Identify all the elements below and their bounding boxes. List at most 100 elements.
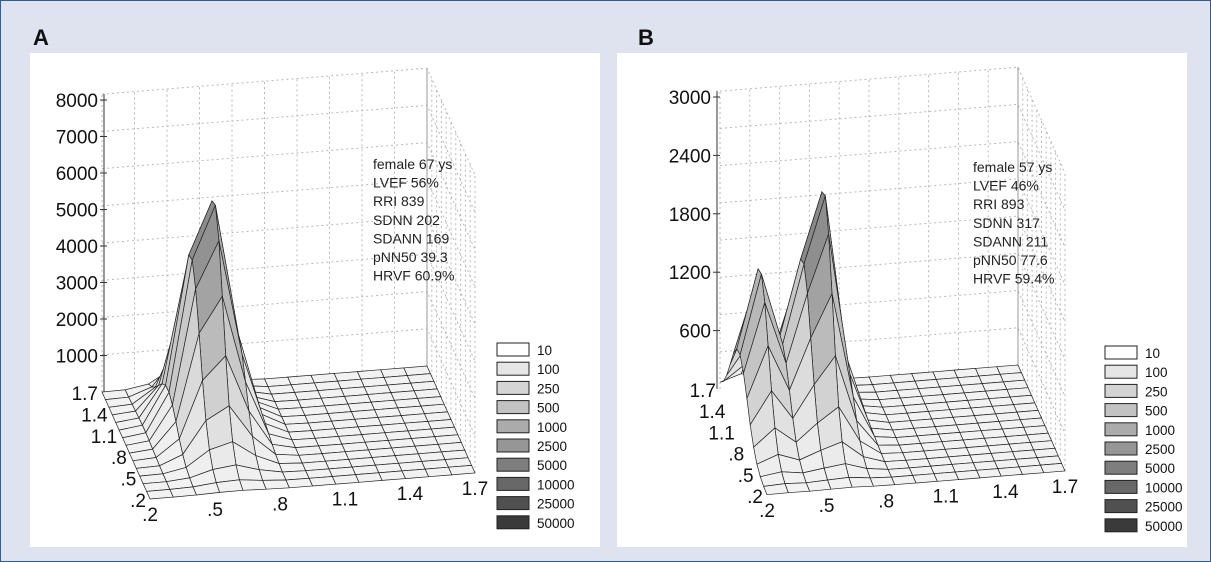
surface-cell bbox=[954, 469, 981, 480]
surface-cell bbox=[912, 473, 938, 484]
y-tick-label: 1.1 bbox=[91, 427, 117, 448]
annotation-line: RRI 893 bbox=[973, 196, 1025, 212]
chart-panel-b: 3000 2400 1800 1200 600.2.5.8 1.1 1.4 1.7 1.7 1.4… bbox=[617, 53, 1187, 547]
legend-label: 2500 bbox=[1145, 442, 1175, 457]
surface-cell bbox=[877, 444, 904, 454]
legend-swatch bbox=[496, 419, 530, 434]
z-tick-label: 7000 bbox=[56, 128, 98, 149]
annotation-line: female 57 ys bbox=[973, 159, 1052, 175]
surface-cell bbox=[275, 453, 303, 464]
y-tick-label: .5 bbox=[121, 470, 137, 491]
surface-cell bbox=[238, 479, 267, 491]
panel-label-b: B bbox=[638, 25, 654, 50]
legend-label: 5000 bbox=[537, 458, 567, 473]
legend-swatch bbox=[496, 342, 530, 357]
surface-cell bbox=[890, 475, 917, 486]
legend-swatch bbox=[496, 476, 530, 491]
z-tick-label: 3000 bbox=[56, 274, 98, 295]
z-tick-label: 1000 bbox=[56, 347, 98, 368]
x-tick-label: 1.1 bbox=[933, 487, 959, 508]
annotation-line: HRVF 59.4% bbox=[973, 271, 1054, 287]
wall-level-line bbox=[719, 215, 1066, 323]
legend-label: 25000 bbox=[537, 497, 575, 512]
y-tick-label: 1.4 bbox=[81, 405, 108, 426]
surface-cell bbox=[975, 468, 1002, 479]
legend-label: 50000 bbox=[1145, 519, 1183, 534]
legend-label: 250 bbox=[537, 381, 560, 396]
z-tick-label: 8000 bbox=[56, 91, 98, 112]
y-tick-label: .2 bbox=[130, 491, 146, 512]
annotation-line: RRI 839 bbox=[373, 193, 425, 209]
surface-cell bbox=[997, 466, 1023, 477]
annotation-line: SDNN 202 bbox=[373, 212, 440, 228]
legend-label: 2500 bbox=[537, 439, 567, 454]
legend-label: 5000 bbox=[1145, 461, 1175, 476]
legend-swatch bbox=[1104, 364, 1138, 379]
surface-cell bbox=[331, 474, 360, 485]
annotation-line: LVEF 56% bbox=[373, 175, 439, 191]
z-tick-label: 2400 bbox=[669, 146, 711, 167]
surface-cell bbox=[781, 471, 807, 484]
surface-cell bbox=[874, 436, 900, 446]
legend-label: 10 bbox=[1145, 346, 1160, 361]
legend-label: 1000 bbox=[1145, 423, 1175, 438]
x-tick-label: .8 bbox=[272, 495, 288, 516]
x-tick-label: 1.7 bbox=[1052, 477, 1078, 498]
legend-swatch bbox=[496, 438, 530, 453]
legend-swatch bbox=[1104, 422, 1138, 437]
legend-swatch bbox=[1104, 499, 1138, 514]
wall-level-line bbox=[719, 252, 1066, 360]
z-tick-label: 1200 bbox=[669, 263, 711, 284]
surface-cell bbox=[378, 470, 406, 481]
annotation-line: SDANN 211 bbox=[973, 233, 1048, 249]
surface-cell bbox=[784, 482, 811, 494]
x-tick-label: 1.1 bbox=[332, 489, 358, 510]
wall-level-line bbox=[719, 327, 1066, 434]
legend-label: 50000 bbox=[537, 516, 575, 531]
wall-level-line bbox=[719, 66, 1066, 174]
wall-level-line bbox=[719, 290, 1066, 397]
surface-cell bbox=[262, 479, 290, 490]
legend-swatch bbox=[496, 380, 530, 395]
legend-swatch bbox=[496, 496, 530, 511]
y-tick-label: .8 bbox=[728, 445, 744, 466]
legend-swatch bbox=[1104, 383, 1138, 398]
x-tick-label: 1.7 bbox=[462, 479, 488, 500]
legend-swatch bbox=[496, 457, 530, 472]
y-tick-label: .8 bbox=[111, 448, 127, 469]
legend-swatch bbox=[1104, 345, 1138, 360]
y-tick-label: .5 bbox=[738, 466, 754, 487]
x-tick-label: 1.4 bbox=[992, 482, 1019, 503]
z-tick-label: 3000 bbox=[669, 88, 711, 109]
x-tick-label: 1.4 bbox=[397, 484, 424, 505]
legend-swatch bbox=[1104, 441, 1138, 456]
surface-cell bbox=[763, 483, 789, 496]
z-tick-label: 4000 bbox=[56, 237, 98, 258]
legend-swatch bbox=[496, 515, 530, 530]
x-tick-label: .2 bbox=[759, 501, 775, 522]
legend-swatch bbox=[1104, 479, 1138, 494]
legend-label: 1000 bbox=[537, 420, 567, 435]
annotation-line: SDANN 169 bbox=[373, 230, 449, 246]
x-tick-label: .5 bbox=[819, 496, 835, 517]
y-tick-label: .2 bbox=[747, 487, 763, 508]
y-tick-label: 1.7 bbox=[72, 384, 98, 405]
annotation-line: pNN50 77.6 bbox=[973, 252, 1048, 268]
z-tick-label: 1800 bbox=[669, 205, 711, 226]
legend-label: 25000 bbox=[1145, 500, 1183, 515]
legend-label: 10000 bbox=[537, 477, 575, 492]
legend-swatch bbox=[1104, 518, 1138, 533]
panel-label-a: A bbox=[33, 25, 49, 50]
surface-cell bbox=[354, 472, 383, 483]
surface-cell bbox=[285, 477, 314, 489]
surface-cell bbox=[869, 476, 896, 487]
legend-swatch bbox=[1104, 403, 1138, 418]
legend-label: 100 bbox=[537, 362, 560, 377]
annotation-line: female 67 ys bbox=[373, 156, 452, 172]
annotation-line: HRVF 60.9% bbox=[373, 268, 454, 284]
wall-level-line bbox=[719, 178, 1066, 286]
z-tick-label: 5000 bbox=[56, 201, 98, 222]
legend-label: 10 bbox=[537, 343, 552, 358]
